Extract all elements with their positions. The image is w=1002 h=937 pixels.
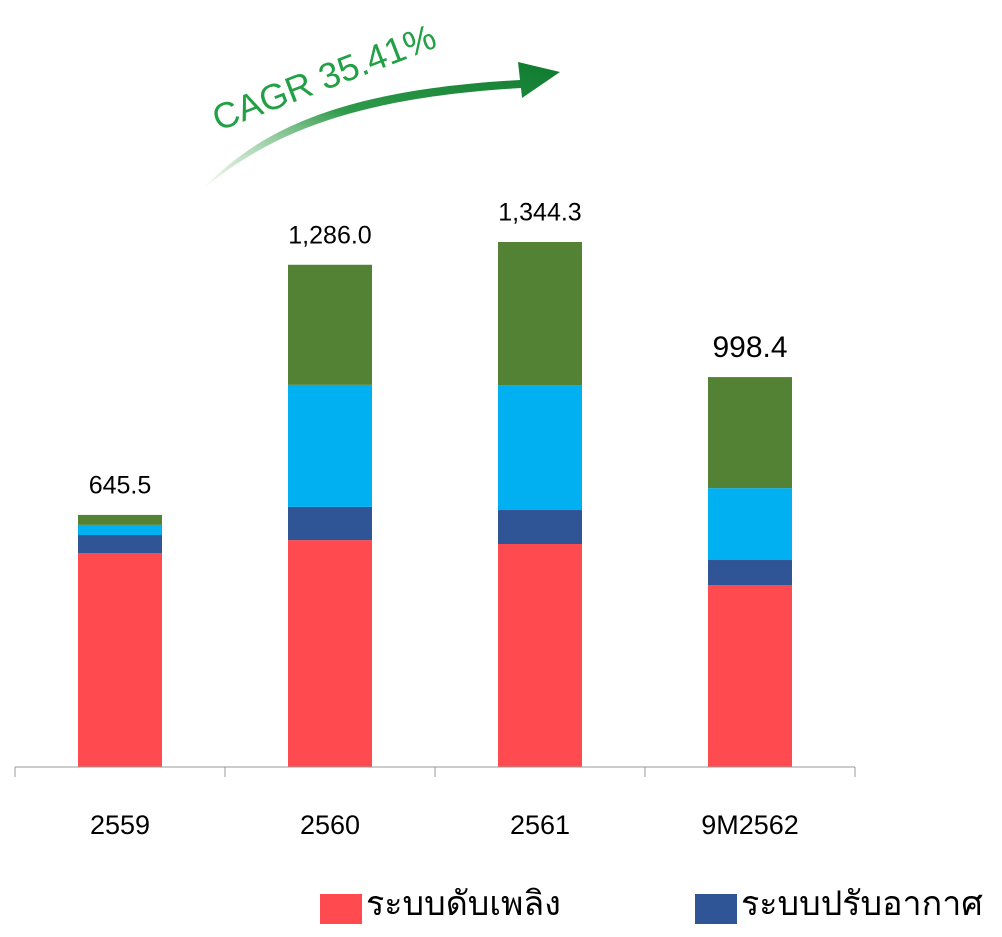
x-tick-label: 2559 — [90, 810, 150, 840]
total-label: 645.5 — [89, 472, 152, 500]
bar-segment — [288, 540, 372, 767]
total-label: 1,286.0 — [288, 221, 371, 249]
legend-swatch — [320, 894, 362, 924]
legend-label: ระบบดับเพลิง — [366, 885, 561, 923]
total-label: 998.4 — [712, 331, 787, 364]
bar-segment — [708, 488, 792, 561]
x-tick-label: 2560 — [300, 810, 360, 840]
bar-segment — [708, 585, 792, 767]
cagr-arrow — [205, 62, 560, 187]
x-tick-label: 2561 — [510, 810, 570, 840]
bar-segment — [78, 514, 162, 525]
bar-segment — [498, 544, 582, 767]
bar-segment — [288, 264, 372, 385]
x-tick-label: 9M2562 — [701, 810, 799, 840]
bar-segment — [78, 535, 162, 553]
bar-segment — [498, 385, 582, 511]
bar-segment — [78, 524, 162, 536]
bar-segment — [78, 552, 162, 767]
legend-swatch — [695, 894, 737, 924]
bar-segment — [708, 377, 792, 489]
bar-segment — [708, 560, 792, 586]
bar-segment — [498, 510, 582, 545]
legend-label: ระบบปรับอากาศ — [741, 885, 983, 923]
bar-segment — [288, 506, 372, 541]
total-label: 1,344.3 — [498, 199, 581, 227]
bar-segment — [498, 242, 582, 386]
bar-segment — [288, 384, 372, 507]
